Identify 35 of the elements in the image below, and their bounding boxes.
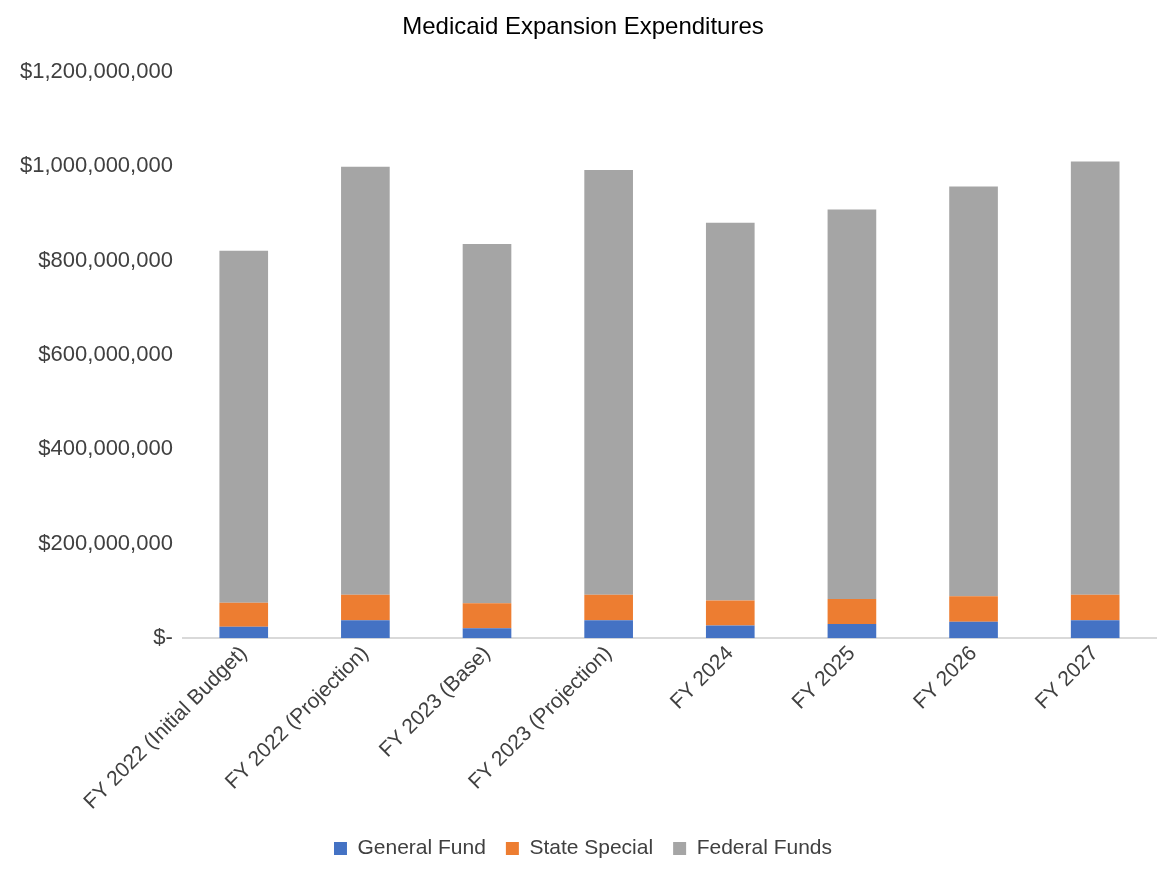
bar	[827, 624, 877, 639]
bar	[949, 596, 998, 622]
legend-label: General Fund	[357, 835, 486, 859]
y-tick-label: $800,000,000	[38, 246, 173, 272]
y-tick-label: $1,000,000,000	[19, 152, 173, 178]
bar	[584, 594, 633, 621]
bar	[584, 169, 633, 595]
bar	[341, 166, 390, 595]
y-tick-label: $400,000,000	[38, 435, 173, 461]
bar	[1070, 620, 1120, 639]
bar	[219, 602, 269, 627]
bar	[949, 186, 998, 597]
bar	[219, 626, 269, 639]
bar	[219, 250, 269, 603]
bar	[341, 620, 390, 639]
bar	[462, 244, 512, 604]
bar	[584, 620, 633, 639]
legend-label: State Special	[529, 835, 654, 859]
y-tick-label: $1,200,000,000	[19, 57, 173, 83]
y-tick-label: $-	[153, 624, 173, 650]
bar	[949, 621, 998, 639]
bar	[1070, 594, 1120, 621]
y-tick-label: $600,000,000	[38, 341, 173, 367]
bar	[827, 599, 877, 625]
chart-title: Medicaid Expansion Expenditures	[402, 12, 764, 40]
bar	[341, 594, 390, 621]
bar	[1070, 161, 1120, 595]
y-tick-label: $200,000,000	[38, 529, 173, 555]
legend-label: Federal Funds	[696, 835, 833, 859]
bar	[827, 209, 877, 599]
bar	[462, 628, 512, 639]
bar	[705, 625, 755, 639]
bar	[462, 603, 512, 629]
bar	[705, 600, 755, 626]
bar	[705, 222, 755, 601]
